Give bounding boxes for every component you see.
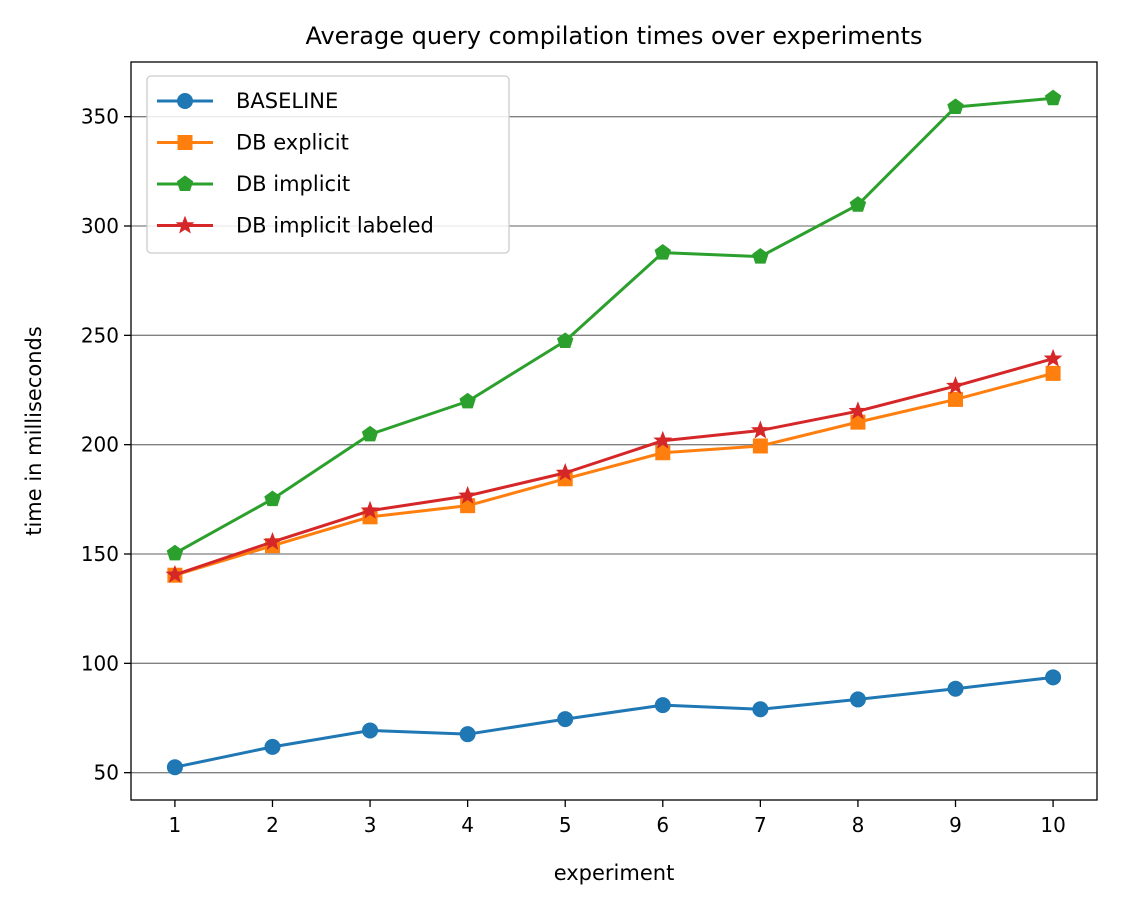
legend-label-3: DB implicit labeled bbox=[236, 214, 434, 238]
y-tick-label-50: 50 bbox=[94, 761, 119, 785]
legend-marker-1 bbox=[177, 135, 193, 150]
series-line-0 bbox=[174, 675, 1054, 769]
x-tick-label-4: 4 bbox=[461, 813, 474, 837]
x-tick-label-8: 8 bbox=[852, 813, 865, 837]
series-line-3 bbox=[174, 357, 1054, 577]
series-3-point-6 bbox=[653, 430, 673, 449]
series-2-point-8 bbox=[849, 196, 867, 212]
series-2-point-6 bbox=[654, 244, 671, 260]
series-0-point-7 bbox=[752, 701, 769, 718]
y-tick-label-250: 250 bbox=[81, 323, 119, 347]
series-3-point-2 bbox=[263, 532, 282, 550]
chart-title: Average query compilation times over exp… bbox=[305, 22, 922, 50]
series-0 bbox=[166, 669, 1062, 776]
y-tick-label-350: 350 bbox=[81, 105, 119, 129]
series-3-point-8 bbox=[848, 401, 868, 420]
series-1-point-6 bbox=[655, 445, 671, 461]
series-2-point-5 bbox=[557, 332, 574, 348]
series-0-point-5 bbox=[557, 711, 574, 728]
y-tick-label-300: 300 bbox=[81, 214, 119, 238]
series-2-point-9 bbox=[947, 98, 964, 115]
series-3-point-9 bbox=[946, 376, 965, 395]
series-3-point-4 bbox=[458, 485, 478, 504]
grid-lines bbox=[131, 116, 1097, 774]
x-axis-label: experiment bbox=[554, 861, 675, 885]
series-1-point-10 bbox=[1045, 365, 1061, 381]
series-0-point-3 bbox=[362, 722, 379, 739]
series-3 bbox=[165, 348, 1063, 583]
x-tick-label-5: 5 bbox=[559, 813, 572, 837]
series-0-point-8 bbox=[849, 691, 866, 708]
y-tick-label-100: 100 bbox=[81, 651, 119, 675]
x-tick-label-3: 3 bbox=[364, 813, 377, 837]
series-2-point-2 bbox=[264, 490, 281, 507]
legend-marker-3 bbox=[175, 215, 195, 234]
series-2-point-10 bbox=[1044, 89, 1062, 106]
series-2-point-4 bbox=[459, 392, 476, 409]
x-tick-label-7: 7 bbox=[754, 813, 767, 837]
legend-marker-0 bbox=[177, 93, 193, 109]
series-0-point-4 bbox=[459, 726, 476, 743]
series-layer bbox=[165, 89, 1063, 776]
series-0-point-1 bbox=[166, 759, 183, 776]
series-1-point-9 bbox=[948, 391, 964, 407]
axis-ticks: 50 100 150 200 250 300 350 1 2 3 4 5 6 7 8 9 10 bbox=[81, 105, 1066, 837]
y-axis-label: time in milliseconds bbox=[22, 326, 46, 536]
series-0-point-2 bbox=[264, 738, 281, 755]
series-0-point-10 bbox=[1045, 669, 1062, 686]
series-3-point-5 bbox=[555, 462, 575, 481]
series-1-point-7 bbox=[752, 438, 768, 454]
x-tick-label-1: 1 bbox=[169, 813, 182, 837]
y-tick-label-200: 200 bbox=[81, 433, 119, 457]
series-3-point-1 bbox=[165, 564, 185, 583]
x-tick-label-2: 2 bbox=[266, 813, 279, 837]
series-3-point-7 bbox=[750, 420, 770, 439]
x-tick-label-6: 6 bbox=[656, 813, 669, 837]
series-line-1 bbox=[174, 371, 1054, 577]
series-line-2 bbox=[174, 96, 1054, 555]
legend: BASELINE DB explicit DB implicit DB implici… bbox=[146, 75, 510, 254]
series-2-point-7 bbox=[752, 247, 769, 264]
series-0-point-6 bbox=[654, 697, 671, 714]
legend-label-0: BASELINE bbox=[236, 89, 338, 113]
legend-label-2: DB implicit bbox=[236, 172, 350, 196]
legend-marker-2 bbox=[176, 175, 194, 191]
series-2-point-1 bbox=[166, 544, 184, 561]
legend-label-1: DB explicit bbox=[236, 131, 349, 155]
series-3-point-10 bbox=[1043, 348, 1063, 367]
x-tick-label-9: 9 bbox=[949, 813, 962, 837]
series-0-point-9 bbox=[947, 680, 964, 697]
series-2-point-3 bbox=[361, 425, 379, 442]
x-tick-label-10: 10 bbox=[1040, 813, 1065, 837]
series-3-point-3 bbox=[360, 500, 380, 519]
y-tick-label-150: 150 bbox=[81, 542, 119, 566]
series-2 bbox=[166, 89, 1062, 561]
legend-box bbox=[146, 75, 510, 254]
plot-frame bbox=[130, 61, 1098, 801]
